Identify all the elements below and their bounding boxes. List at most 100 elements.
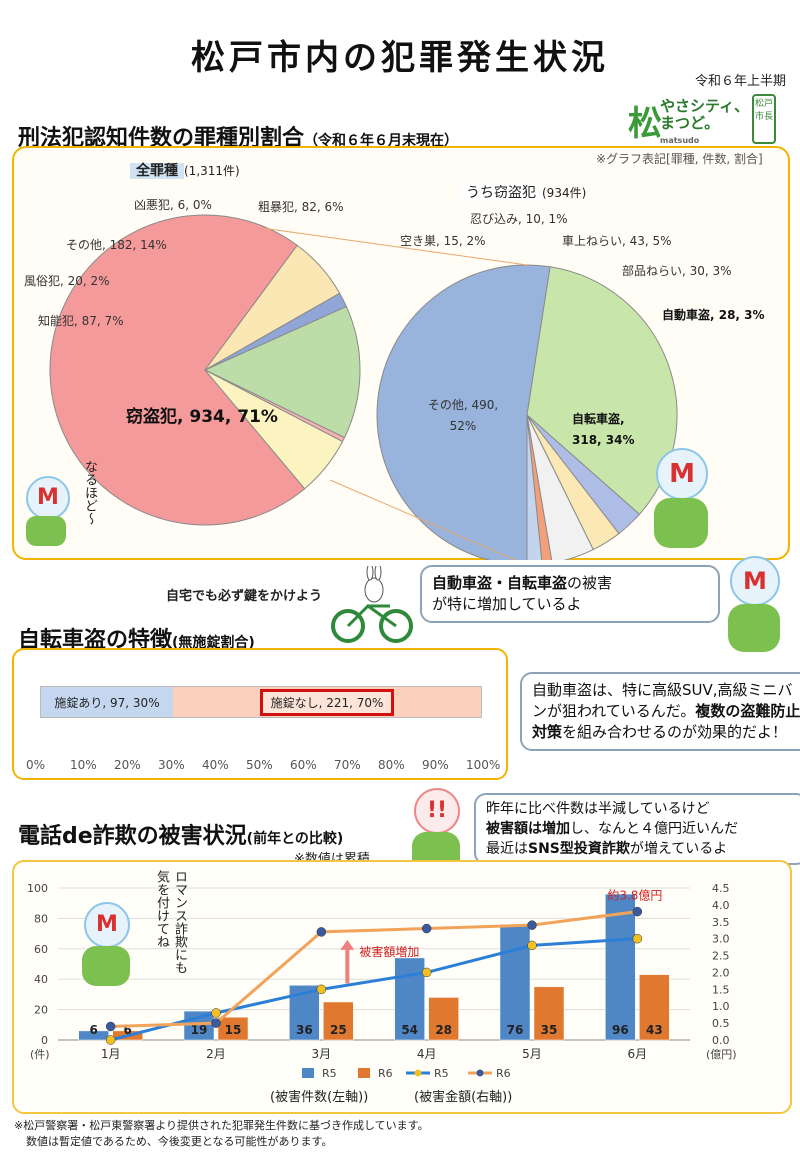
mascot-head-icon: M xyxy=(26,476,70,520)
pie2-label-bicycle: 自転車盗, 318, 34% xyxy=(572,410,635,447)
speech-bubble-fraud: 昨年に比べ件数は半減しているけど 被害額は増加し、なんと４億円近いんだ 最近はS… xyxy=(474,793,800,865)
page-title: 松戸市内の犯罪発生状況 xyxy=(191,38,609,78)
section2-subtitle: (無施錠割合) xyxy=(172,635,255,651)
mascot-left-3: M xyxy=(76,902,136,990)
x-tick-label: 3月 xyxy=(312,1047,332,1061)
mascot-body-icon xyxy=(654,498,708,548)
mayor-badge: 松戸市長 xyxy=(752,94,776,144)
bubble1-text: の被害 xyxy=(567,574,613,592)
pie2-slice-6 xyxy=(526,414,543,560)
bar-value-label: 6 xyxy=(123,1023,131,1037)
bar-r5-6 xyxy=(605,893,636,1041)
axis-caption-left: (被害件数(左軸)) xyxy=(270,1090,369,1105)
pie1-slice-3 xyxy=(203,305,361,439)
x-tick-label: 6月 xyxy=(628,1047,648,1061)
bar-r5-1 xyxy=(78,1030,109,1041)
right-axis-tick: 4.0 xyxy=(712,899,730,912)
pie1-heading: 全罪種 (1,311件) xyxy=(130,160,240,180)
axis-caption-right: (被害金額(右軸)) xyxy=(414,1090,513,1105)
speech-bubble-car-theft: 自動車盗は、特に高級SUV,高級ミニバンが狙われているんだ。複数の盗難防止対策を… xyxy=(520,672,800,751)
line-point xyxy=(211,1008,221,1018)
pie1-label-moral: 風俗犯, 20, 2% xyxy=(24,274,110,288)
section3-heading: 電話de詐欺の被害状況 xyxy=(18,824,247,849)
bubble2-text2: を組み合わせるのが効果的だよ！ xyxy=(562,723,788,741)
bar-r6-4 xyxy=(428,997,459,1041)
bar-segment-unlocked: 施錠なし, 221, 70% xyxy=(173,687,481,717)
city-logo: やさシティ、 まつど。 matsudo xyxy=(660,98,749,149)
line-r5-amount xyxy=(110,937,638,1042)
bar-x-axis: 0% 10% 20% 30% 40% 50% 60% 70% 80% 90% 100% xyxy=(26,758,500,774)
right-axis-unit: (億円) xyxy=(706,1048,737,1061)
pie2-heading: うち窃盗犯 (934件) xyxy=(460,182,586,202)
legend-label: R5 xyxy=(434,1067,449,1080)
lock-caption: 自宅でも必ず鍵をかけよう xyxy=(166,589,323,604)
logo-line2: まつど。 xyxy=(660,114,720,132)
pie1-label-violent: 粗暴犯, 82, 6% xyxy=(258,200,344,214)
legend-swatch xyxy=(358,1068,370,1078)
x-tick-label: 90% xyxy=(422,758,449,772)
bubble3-text3: 最近は xyxy=(486,841,528,857)
bar-value-label: 6 xyxy=(89,1023,97,1037)
legend-label: R6 xyxy=(378,1067,393,1080)
right-axis-tick: 2.5 xyxy=(712,950,730,963)
x-tick-label: 80% xyxy=(378,758,405,772)
legend-marker xyxy=(476,1069,484,1077)
right-axis-tick: 0.5 xyxy=(712,1017,730,1030)
pie2-title-note: (934件) xyxy=(542,186,587,200)
section3-subtitle: (前年との比較) xyxy=(246,831,344,847)
pie2-label-vehicle: 車上ねらい, 43, 5% xyxy=(562,234,672,248)
right-axis-tick: 3.0 xyxy=(712,933,730,946)
pie2-label-sneak: 忍び込み, 10, 1% xyxy=(470,212,568,226)
line-point xyxy=(632,933,643,944)
pie2-slice-0 xyxy=(376,264,551,560)
fraud-chart: 0 20 40 60 80 100 0.0 0.5 1.0 1.5 2.0 2.5 3.0 3.5 4.0 4… xyxy=(27,882,737,1080)
pie1-label-intellectual: 知能犯, 87, 7% xyxy=(38,314,124,328)
bubble2-bold: 複数の盗難防止対策 xyxy=(532,702,800,741)
pie2-label-parts: 部品ねらい, 30, 3% xyxy=(622,264,732,278)
bar-r6-2 xyxy=(217,1016,249,1041)
bar-value-label: 96 xyxy=(612,1023,629,1037)
x-tick-label: 4月 xyxy=(417,1047,437,1061)
x-tick-label: 50% xyxy=(246,758,273,772)
left-axis-tick: 0 xyxy=(41,1034,48,1047)
x-tick-label: 60% xyxy=(290,758,317,772)
right-axis-tick: 1.5 xyxy=(712,983,730,996)
x-tick-label: 20% xyxy=(114,758,141,772)
line-point xyxy=(316,927,327,937)
bar-r6-5 xyxy=(533,986,565,1041)
pie2-label-other-l2: 52% xyxy=(449,419,477,433)
logo-line1: やさシティ、 xyxy=(660,97,750,115)
x-tick-label: 5月 xyxy=(522,1047,542,1061)
mascot-body-icon xyxy=(26,516,66,546)
logo-sub: matsudo xyxy=(660,136,700,145)
pie1-label-other: その他, 182, 14% xyxy=(66,238,167,252)
bar-value-label: 15 xyxy=(225,1023,242,1037)
footnote: ※松戸警察署・松戸東警察署より提供された犯罪発生件数に基づき作成しています。 数… xyxy=(14,1118,429,1150)
line-r6-amount xyxy=(110,910,638,1028)
footnote-line2: 数値は暫定値であるため、今後変更となる可能性があります。 xyxy=(26,1135,333,1148)
section3-title: 電話de詐欺の被害状況(前年との比較) xyxy=(18,818,343,850)
pie1-title: 全罪種 xyxy=(130,163,184,179)
legend-label: R6 xyxy=(496,1067,511,1080)
x-tick-label: 1月 xyxy=(101,1047,121,1061)
bar-value-label: 43 xyxy=(646,1023,663,1037)
graph-format-note: ※グラフ表記[罪種, 件数, 割合] xyxy=(596,152,763,166)
pie1-slice-5 xyxy=(204,369,344,490)
line-point xyxy=(316,984,327,995)
pie2-chart xyxy=(376,264,678,560)
pie2-label-other: その他, 490, 52% xyxy=(418,396,508,433)
x-tick-label: 0% xyxy=(26,758,46,772)
mascot-body-icon xyxy=(82,946,130,986)
bar-r6-3 xyxy=(323,1001,354,1041)
bar-value-label: 76 xyxy=(507,1023,524,1037)
line-point xyxy=(632,906,643,917)
increase-arrowhead xyxy=(340,939,355,950)
mascot-comment-naruhodo: なるほど～ xyxy=(82,460,97,525)
line-point xyxy=(211,1018,221,1028)
bubble3-bold1: 被害額は増加 xyxy=(486,821,570,837)
pie1-label-theft: 窃盗犯, 934, 71% xyxy=(126,407,278,427)
period-label: 令和６年上半期 xyxy=(694,74,786,89)
line-point xyxy=(421,967,432,978)
right-axis-tick: 3.5 xyxy=(712,916,730,929)
bar-label-unlocked: 施錠なし, 221, 70% xyxy=(259,688,395,716)
